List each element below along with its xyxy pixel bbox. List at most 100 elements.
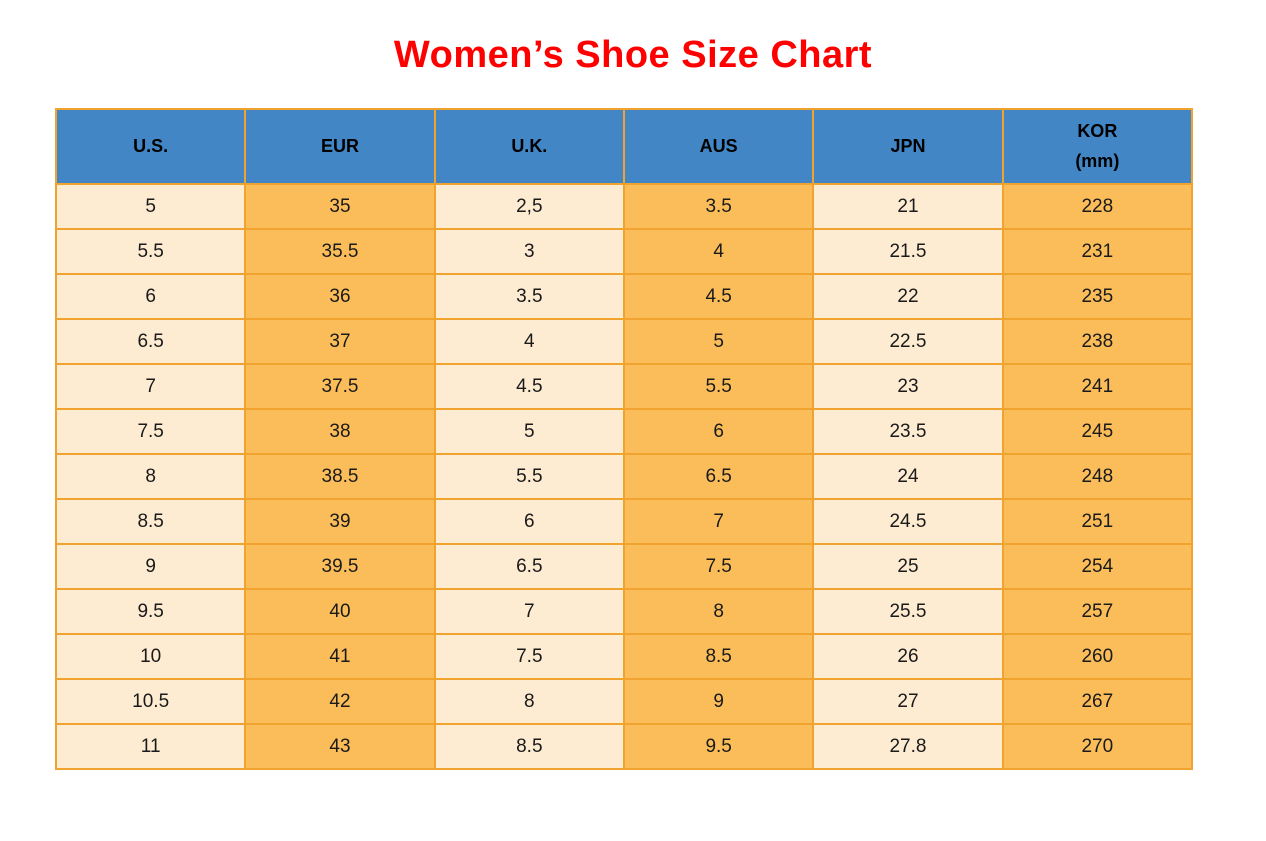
table-cell-aus: 9 xyxy=(622,678,815,725)
table-cell-eur: 42 xyxy=(244,678,436,725)
table-cell-jpn: 27.8 xyxy=(812,723,1004,770)
table-cell-kor: 238 xyxy=(1001,318,1194,365)
table-cell-eur: 35 xyxy=(244,183,436,230)
table-cell-uk: 8.5 xyxy=(433,723,625,770)
table-header: U.S. EUR U.K. AUS JPN KOR (mm) xyxy=(54,108,1194,185)
table-cell-eur: 39 xyxy=(244,498,436,545)
table-cell-jpn: 24 xyxy=(812,453,1004,500)
table-row: 9 39.5 6.5 7.5 25 254 xyxy=(54,543,1194,590)
table-cell-eur: 39.5 xyxy=(244,543,436,590)
table-cell-us: 8.5 xyxy=(54,498,247,545)
table-cell-jpn: 27 xyxy=(812,678,1004,725)
table-row: 8.5 39 6 7 24.5 251 xyxy=(54,498,1194,545)
table-cell-jpn: 22.5 xyxy=(812,318,1004,365)
table-cell-aus: 8 xyxy=(622,588,815,635)
table-cell-kor: 235 xyxy=(1001,273,1194,320)
table-cell-uk: 7.5 xyxy=(433,633,625,680)
column-header-label: EUR xyxy=(320,135,359,156)
table-cell-jpn: 26 xyxy=(812,633,1004,680)
table-cell-uk: 5.5 xyxy=(433,453,625,500)
table-cell-uk: 7 xyxy=(433,588,625,635)
table-cell-eur: 35.5 xyxy=(244,228,436,275)
table-cell-jpn: 25 xyxy=(812,543,1004,590)
table-cell-uk: 4 xyxy=(433,318,625,365)
table-cell-us: 7 xyxy=(54,363,247,410)
table-cell-aus: 4 xyxy=(622,228,815,275)
table-cell-aus: 5.5 xyxy=(622,363,815,410)
table-row: 7.5 38 5 6 23.5 245 xyxy=(54,408,1194,455)
column-header-kor: KOR (mm) xyxy=(1001,108,1194,185)
table-row: 5.5 35.5 3 4 21.5 231 xyxy=(54,228,1194,275)
table-cell-uk: 2,5 xyxy=(433,183,625,230)
table-cell-aus: 5 xyxy=(622,318,815,365)
table-cell-us: 5.5 xyxy=(54,228,247,275)
table-row: 7 37.5 4.5 5.5 23 241 xyxy=(54,363,1194,410)
table-cell-us: 6.5 xyxy=(54,318,247,365)
table-cell-kor: 251 xyxy=(1001,498,1194,545)
table-cell-aus: 8.5 xyxy=(622,633,815,680)
table-cell-kor: 267 xyxy=(1001,678,1194,725)
table-cell-kor: 270 xyxy=(1001,723,1194,770)
table-cell-uk: 8 xyxy=(433,678,625,725)
column-header-eur: EUR xyxy=(244,108,436,185)
table-cell-uk: 4.5 xyxy=(433,363,625,410)
page-title: Women’s Shoe Size Chart xyxy=(393,34,873,76)
table-cell-eur: 36 xyxy=(244,273,436,320)
table-cell-eur: 38.5 xyxy=(244,453,436,500)
column-header-jpn: JPN xyxy=(812,108,1004,185)
table-row: 8 38.5 5.5 6.5 24 248 xyxy=(54,453,1194,500)
table-cell-eur: 41 xyxy=(244,633,436,680)
table-cell-aus: 4.5 xyxy=(622,273,815,320)
column-header-uk: U.K. xyxy=(433,108,625,185)
column-header-label: JPN xyxy=(890,135,926,156)
table-row: 10.5 42 8 9 27 267 xyxy=(54,678,1194,725)
table-cell-aus: 7 xyxy=(622,498,815,545)
table-cell-jpn: 22 xyxy=(812,273,1004,320)
table-row: 11 43 8.5 9.5 27.8 270 xyxy=(54,723,1194,770)
table-cell-us: 5 xyxy=(54,183,247,230)
table-cell-jpn: 21.5 xyxy=(812,228,1004,275)
table-cell-us: 8 xyxy=(54,453,247,500)
table-cell-aus: 9.5 xyxy=(622,723,815,770)
column-header-label: U.S. xyxy=(133,135,169,156)
shoe-size-table: U.S. EUR U.K. AUS JPN KOR (mm) 5 35 2,5 3.5 21 228 5… xyxy=(54,108,1194,770)
table-cell-uk: 3 xyxy=(433,228,625,275)
table-row: 9.5 40 7 8 25.5 257 xyxy=(54,588,1194,635)
column-header-label: KOR xyxy=(1077,120,1118,141)
table-body: 5 35 2,5 3.5 21 228 5.5 35.5 3 4 21.5 231 6 36 3.5 4.5 2… xyxy=(54,183,1194,770)
table-cell-aus: 3.5 xyxy=(622,183,815,230)
column-header-sublabel: (mm) xyxy=(1075,150,1120,171)
table-cell-jpn: 24.5 xyxy=(812,498,1004,545)
table-cell-jpn: 25.5 xyxy=(812,588,1004,635)
table-cell-aus: 6 xyxy=(622,408,815,455)
table-cell-kor: 254 xyxy=(1001,543,1194,590)
table-cell-uk: 6.5 xyxy=(433,543,625,590)
table-cell-eur: 40 xyxy=(244,588,436,635)
table-cell-jpn: 23.5 xyxy=(812,408,1004,455)
table-row: 6.5 37 4 5 22.5 238 xyxy=(54,318,1194,365)
table-row: 5 35 2,5 3.5 21 228 xyxy=(54,183,1194,230)
table-row: 6 36 3.5 4.5 22 235 xyxy=(54,273,1194,320)
table-cell-us: 6 xyxy=(54,273,247,320)
table-cell-eur: 43 xyxy=(244,723,436,770)
table-cell-eur: 37 xyxy=(244,318,436,365)
table-cell-us: 9.5 xyxy=(54,588,247,635)
table-cell-uk: 3.5 xyxy=(433,273,625,320)
table-cell-aus: 7.5 xyxy=(622,543,815,590)
table-cell-uk: 5 xyxy=(433,408,625,455)
table-cell-uk: 6 xyxy=(433,498,625,545)
table-cell-eur: 37.5 xyxy=(244,363,436,410)
column-header-us: U.S. xyxy=(54,108,247,185)
table-cell-us: 9 xyxy=(54,543,247,590)
table-cell-kor: 245 xyxy=(1001,408,1194,455)
column-header-aus: AUS xyxy=(622,108,815,185)
column-header-label: AUS xyxy=(699,135,738,156)
table-cell-us: 11 xyxy=(54,723,247,770)
table-row: 10 41 7.5 8.5 26 260 xyxy=(54,633,1194,680)
table-cell-kor: 231 xyxy=(1001,228,1194,275)
table-cell-us: 7.5 xyxy=(54,408,247,455)
table-cell-us: 10 xyxy=(54,633,247,680)
table-cell-eur: 38 xyxy=(244,408,436,455)
table-cell-kor: 241 xyxy=(1001,363,1194,410)
